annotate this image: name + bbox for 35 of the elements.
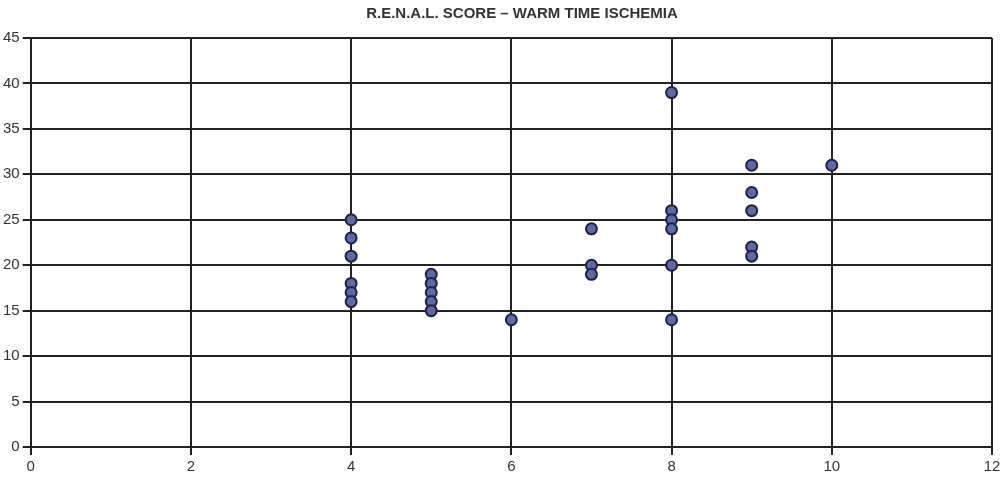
point xyxy=(745,249,759,263)
x-tick-label: 10 xyxy=(823,457,841,475)
y-tick-label: 30 xyxy=(3,164,20,182)
point xyxy=(424,304,438,318)
point xyxy=(344,249,358,263)
x-tick-label: 12 xyxy=(983,457,1001,475)
y-tick-label: 0 xyxy=(11,437,20,455)
point xyxy=(825,158,839,172)
x-tick-label: 6 xyxy=(507,457,516,475)
point xyxy=(344,213,358,227)
y-tick-label: 25 xyxy=(3,209,20,227)
point xyxy=(344,295,358,309)
point xyxy=(584,267,598,281)
point xyxy=(665,86,679,100)
point xyxy=(584,222,598,236)
point xyxy=(745,158,759,172)
point xyxy=(665,313,679,327)
y-tick-label: 15 xyxy=(3,300,20,318)
x-tick-label: 4 xyxy=(346,457,356,475)
point xyxy=(665,258,679,272)
point xyxy=(504,313,518,327)
y-tick-label: 40 xyxy=(3,73,20,91)
y-tick-label: 5 xyxy=(11,391,20,409)
chart-title: R.E.N.A.L. SCORE – WARM TIME ISCHEMIA xyxy=(365,3,679,23)
x-tick-label: 2 xyxy=(186,457,196,475)
x-tick-label: 8 xyxy=(667,457,676,475)
point xyxy=(344,231,358,245)
y-tick-label: 45 xyxy=(3,28,20,46)
point xyxy=(745,204,759,218)
y-tick-label: 20 xyxy=(3,255,20,273)
y-tick-label: 35 xyxy=(3,119,20,137)
point xyxy=(665,222,679,236)
y-tick-label: 10 xyxy=(3,346,20,364)
x-tick-label: 0 xyxy=(26,457,35,475)
point xyxy=(745,186,759,200)
